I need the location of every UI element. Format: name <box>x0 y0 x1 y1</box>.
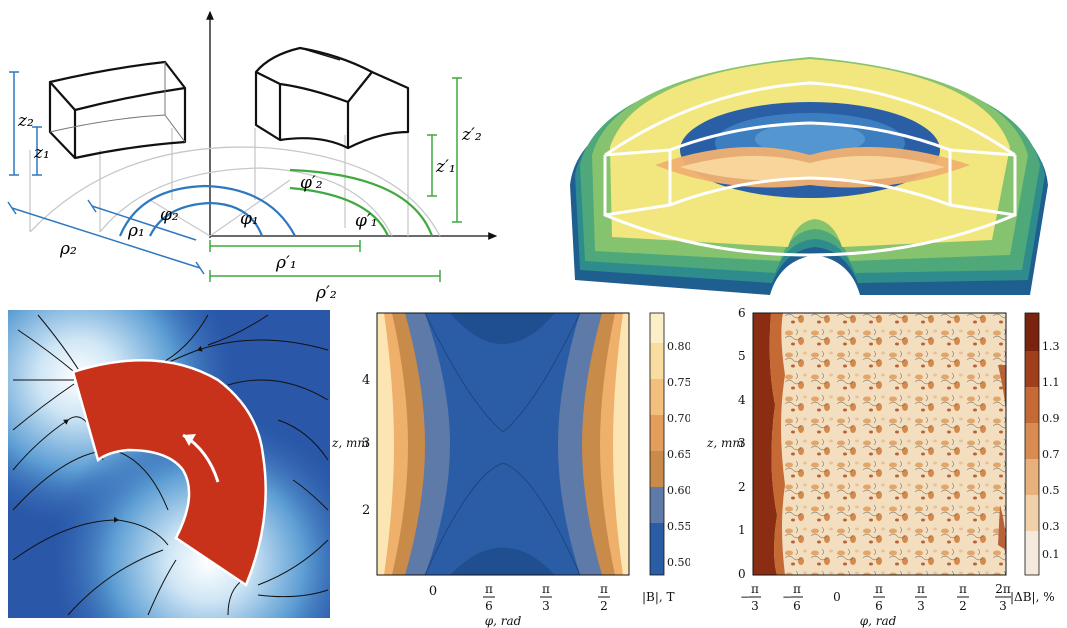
contour-b-plot: 4 3 2 z, mm 0 π 6 π 3 π 2 φ, rad 0.80 0.… <box>331 312 690 628</box>
svg-text:0.3: 0.3 <box>1042 520 1060 533</box>
svg-text:0: 0 <box>738 567 746 581</box>
svg-text:0.80: 0.80 <box>667 340 690 353</box>
svg-text:6: 6 <box>875 599 883 613</box>
rho2p-label: ρ′₂ <box>315 283 337 303</box>
svg-text:2: 2 <box>600 599 608 613</box>
svg-text:6: 6 <box>485 599 493 613</box>
base-guides <box>29 128 441 237</box>
svg-text:0.5: 0.5 <box>1042 484 1060 497</box>
field-surface-3d <box>570 57 1048 295</box>
svg-text:0.60: 0.60 <box>667 484 690 497</box>
phi2p-label: φ′₂ <box>300 173 323 193</box>
rho1-label: ρ₁ <box>127 221 145 241</box>
svg-text:0: 0 <box>833 590 841 604</box>
svg-text:0.70: 0.70 <box>667 412 690 425</box>
blue-arcs <box>118 184 296 237</box>
svg-text:0.50: 0.50 <box>667 556 690 569</box>
svg-text:3: 3 <box>751 599 759 613</box>
contour-b-xaxis: 0 π 6 π 3 π 2 φ, rad <box>429 582 610 628</box>
svg-text:2π: 2π <box>995 582 1011 596</box>
contour-db-plot: 6 5 4 3 2 1 0 z, mm − π 3 − π 6 0 π 6 π … <box>706 306 1060 628</box>
svg-text:6: 6 <box>793 599 801 613</box>
z2-label: z₂ <box>17 111 34 131</box>
svg-text:6: 6 <box>738 306 746 320</box>
svg-text:π: π <box>793 582 801 596</box>
ytick: 4 <box>362 373 370 388</box>
svg-text:1: 1 <box>738 523 746 537</box>
left-box <box>48 60 187 160</box>
colorbar-b-ticks: 0.80 0.75 0.70 0.65 0.60 0.55 0.50 <box>667 340 690 569</box>
streamlines <box>12 314 329 616</box>
contour-db-fill <box>752 312 1007 576</box>
phi1-label: φ₁ <box>240 209 259 229</box>
green-arcs <box>289 168 434 237</box>
svg-text:2: 2 <box>959 599 967 613</box>
phi1p-label: φ′₁ <box>355 211 378 231</box>
svg-text:0.9: 0.9 <box>1042 412 1060 425</box>
ytick: 3 <box>362 436 370 451</box>
contour-db-colorbar <box>1024 312 1040 576</box>
z1p-label: z′₁ <box>435 157 456 177</box>
colorbar-db-label: |ΔB|, % <box>1010 590 1055 604</box>
phi2-label: φ₂ <box>160 205 179 225</box>
svg-text:−: − <box>782 590 792 604</box>
magnet-segment <box>71 359 267 587</box>
svg-text:π: π <box>542 582 550 596</box>
colorbar-db-ticks: 1.3 1.1 0.9 0.7 0.5 0.3 0.1 <box>1042 340 1060 561</box>
svg-text:4: 4 <box>738 393 746 407</box>
ytick: 2 <box>362 503 370 518</box>
ylabel-db: z, mm <box>706 436 744 450</box>
rho-left-dims <box>7 199 205 275</box>
svg-text:π: π <box>875 582 883 596</box>
surface-wireframe <box>603 81 1017 257</box>
svg-text:0.7: 0.7 <box>1042 448 1060 461</box>
svg-text:π: π <box>959 582 967 596</box>
z-left-brackets <box>9 71 42 176</box>
xlabel-db: φ, rad <box>860 614 897 628</box>
contour-b-fill <box>376 312 630 576</box>
svg-text:3: 3 <box>738 436 746 450</box>
contour-b-yaxis: 4 3 2 z, mm <box>331 373 370 518</box>
svg-text:1.3: 1.3 <box>1042 340 1060 353</box>
rho2-label: ρ₂ <box>59 239 77 259</box>
svg-text:π: π <box>600 582 608 596</box>
colorbar-b-label: |B|, T <box>642 590 675 604</box>
z-right-brackets <box>427 77 462 223</box>
contour-db-xaxis: − π 3 − π 6 0 π 6 π 3 π 2 2π 3 φ, rad <box>740 582 1011 628</box>
svg-text:0.65: 0.65 <box>667 448 690 461</box>
svg-text:π: π <box>751 582 759 596</box>
contour-db-yaxis: 6 5 4 3 2 1 0 z, mm <box>706 306 746 581</box>
rho1p-label: ρ′₁ <box>275 253 297 273</box>
z2p-label: z′₂ <box>461 125 482 145</box>
svg-text:1.1: 1.1 <box>1042 376 1060 389</box>
svg-text:π: π <box>917 582 925 596</box>
svg-text:−: − <box>740 590 750 604</box>
svg-text:5: 5 <box>738 349 746 363</box>
rho-right-dims <box>209 240 441 282</box>
svg-text:2: 2 <box>738 480 746 494</box>
contour-b-colorbar <box>649 312 665 576</box>
xlabel: φ, rad <box>485 614 522 628</box>
geometry-schematic: z₂ z₁ z′₂ z′₁ φ₂ φ₁ φ′₂ φ′₁ ρ₁ ρ₂ ρ′₁ ρ′… <box>7 10 498 303</box>
xtick-0: 0 <box>429 584 437 599</box>
ylabel: z, mm <box>331 436 369 450</box>
svg-text:0.1: 0.1 <box>1042 548 1060 561</box>
z1-label: z₁ <box>33 143 50 163</box>
svg-text:0.55: 0.55 <box>667 520 690 533</box>
right-box <box>254 46 410 150</box>
svg-text:0.75: 0.75 <box>667 376 690 389</box>
svg-text:3: 3 <box>542 599 550 613</box>
svg-text:3: 3 <box>917 599 925 613</box>
svg-text:π: π <box>485 582 493 596</box>
stream-field-plot <box>8 310 330 618</box>
svg-text:3: 3 <box>999 599 1007 613</box>
